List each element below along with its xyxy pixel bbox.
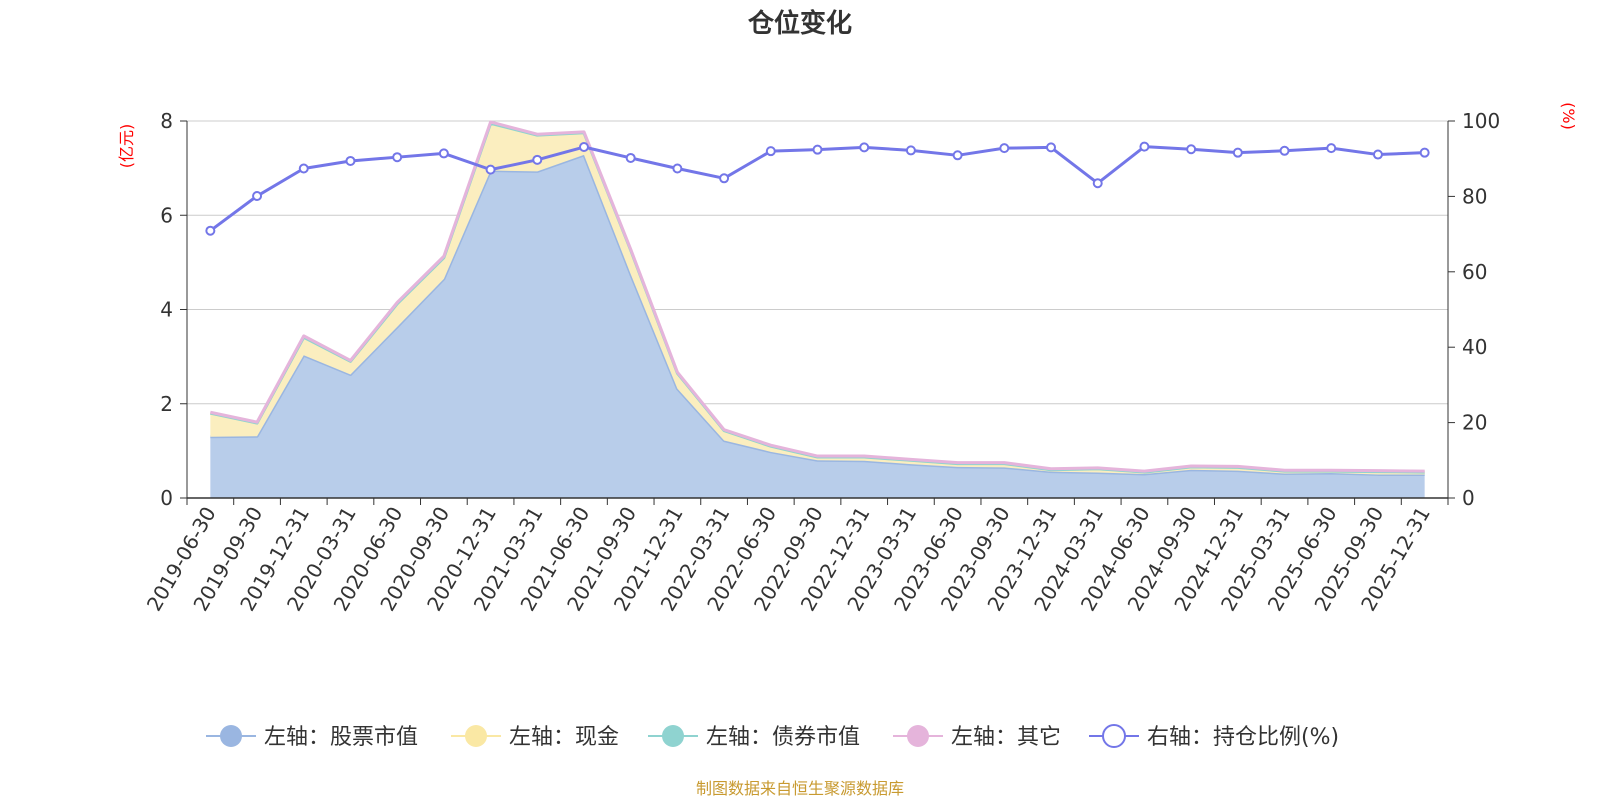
ratio-point	[812, 144, 823, 155]
ratio-point	[672, 163, 683, 174]
ratio-polyline	[209, 145, 1425, 232]
ratio-point	[485, 164, 496, 175]
left-axis-tick-label: 6	[160, 203, 173, 227]
ratio-point	[999, 143, 1010, 154]
right-axis-tick-label: 0	[1462, 486, 1475, 510]
ratio-point	[1139, 141, 1150, 152]
ratio-point	[205, 225, 216, 236]
legend-marker	[907, 725, 929, 747]
ratio-line	[205, 141, 1430, 236]
ratio-point	[1279, 145, 1290, 156]
ratio-point	[859, 142, 870, 153]
ratio-point	[392, 152, 403, 163]
left-axis-tick-label: 8	[160, 109, 173, 133]
ratio-point	[905, 145, 916, 156]
ratio-point	[1419, 147, 1430, 158]
legend-label: 左轴：债券市值	[706, 725, 860, 750]
legend-label: 左轴：其它	[951, 725, 1061, 750]
legend: 左轴：股票市值 左轴：现金 左轴：债券市值 左轴：其它 右轴：持仓比例(%)	[206, 724, 1339, 750]
ratio-point	[345, 155, 356, 166]
ratio-point	[1372, 149, 1383, 160]
legend-item: 左轴：股票市值	[206, 725, 418, 750]
legend-marker	[1102, 724, 1126, 748]
legend-item: 右轴：持仓比例(%)	[1089, 724, 1339, 750]
legend-item: 左轴：其它	[893, 725, 1061, 750]
ratio-point	[1326, 143, 1337, 154]
legend-marker	[662, 725, 684, 747]
legend-label: 左轴：现金	[509, 725, 619, 750]
legend-marker	[220, 725, 242, 747]
legend-label: 左轴：股票市值	[264, 725, 418, 750]
chart-title: 仓位变化	[747, 8, 852, 39]
legend-marker	[465, 725, 487, 747]
left-axis-tick-label: 4	[160, 298, 173, 322]
legend-item: 左轴：债券市值	[648, 725, 860, 750]
area-series-3-edge	[210, 120, 1425, 473]
right-axis-tick-label: 40	[1462, 335, 1487, 359]
stacked-areas	[210, 120, 1425, 498]
data-source-note: 制图数据来自恒生聚源数据库	[696, 779, 904, 798]
ratio-point	[719, 173, 730, 184]
ratio-point	[532, 154, 543, 165]
ratio-point	[578, 142, 589, 153]
right-axis-unit: (%)	[1559, 102, 1578, 130]
right-axis-tick-label: 100	[1462, 109, 1500, 133]
legend-label: 右轴：持仓比例(%)	[1147, 725, 1339, 750]
legend-item: 左轴：现金	[451, 725, 619, 750]
ratio-point	[298, 163, 309, 174]
right-axis-tick-label: 80	[1462, 184, 1487, 208]
ratio-point	[1046, 142, 1057, 153]
ratio-point	[1232, 147, 1243, 158]
right-axis-tick-label: 60	[1462, 260, 1487, 284]
ratio-point	[952, 150, 963, 161]
left-axis-tick-label: 0	[160, 486, 173, 510]
ratio-point	[438, 148, 449, 159]
ratio-point	[1092, 178, 1103, 189]
area-series-0	[210, 154, 1425, 498]
right-axis-tick-label: 20	[1462, 411, 1487, 435]
ratio-point	[765, 146, 776, 157]
ratio-point	[252, 191, 263, 202]
left-axis-tick-label: 2	[160, 392, 173, 416]
ratio-point	[625, 152, 636, 163]
ratio-point	[1186, 144, 1197, 155]
left-axis-unit: (亿元)	[117, 124, 136, 169]
